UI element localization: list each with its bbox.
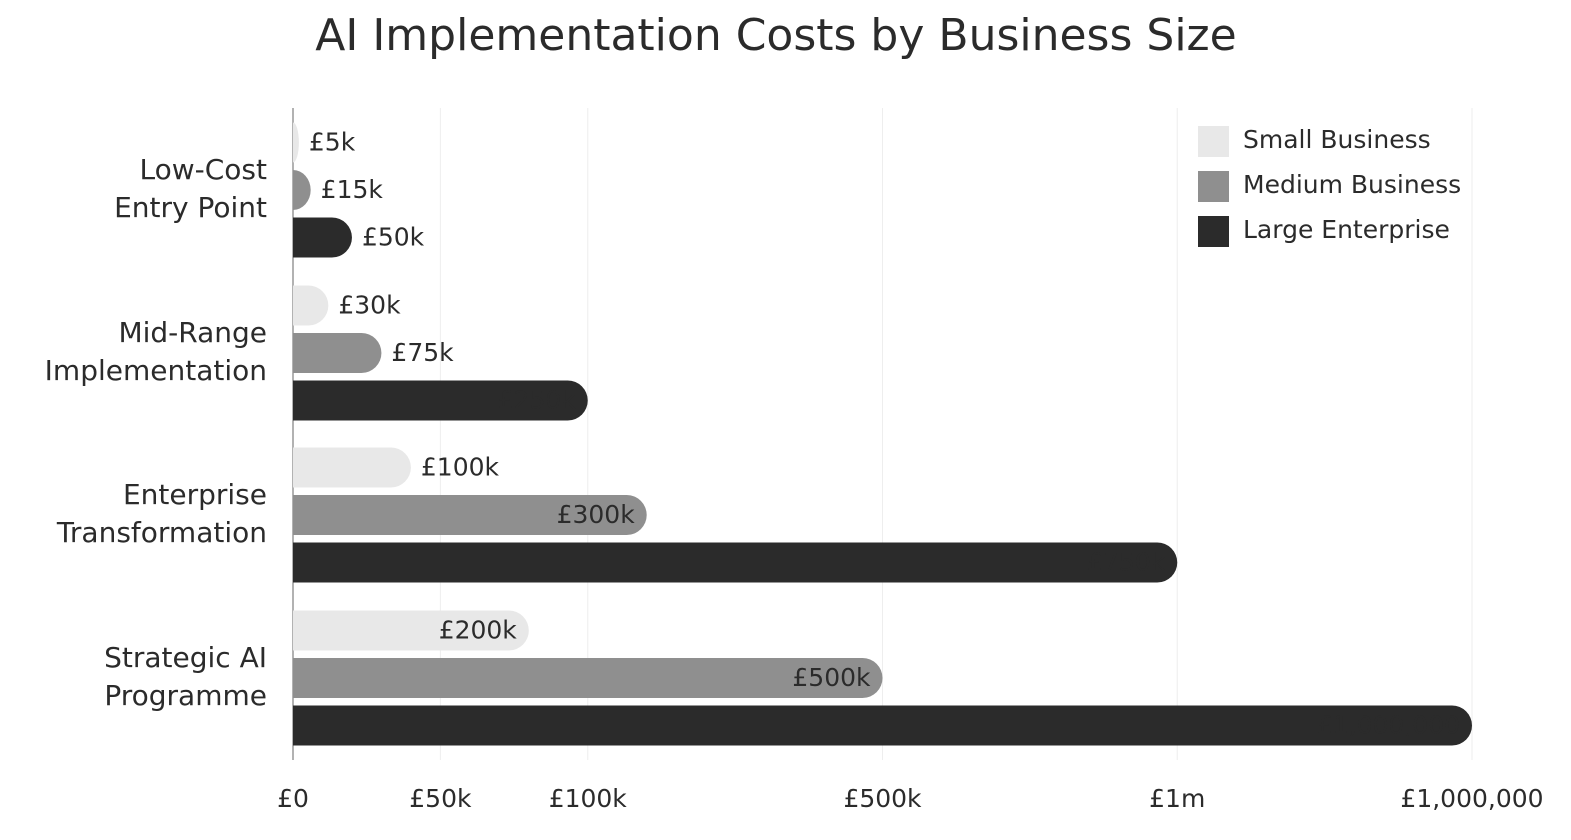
bar — [293, 705, 1472, 746]
data-label: £15k — [321, 175, 384, 204]
bar — [293, 170, 311, 210]
chart-title: AI Implementation Costs by Business Size — [315, 10, 1236, 61]
x-tick-label: £1,000,000 — [1400, 784, 1543, 813]
bar — [293, 285, 329, 326]
bar — [293, 217, 352, 258]
data-label: £500k — [792, 663, 871, 692]
data-label: £50k — [362, 223, 425, 252]
x-tick-label: £1m — [1149, 784, 1205, 813]
data-label: £750k — [1087, 548, 1166, 577]
bar — [293, 333, 382, 373]
legend-swatch — [1198, 126, 1229, 157]
x-tick-label: £50k — [409, 784, 472, 813]
x-tick-label: £0 — [277, 784, 309, 813]
legend-label: Large Enterprise — [1243, 215, 1450, 244]
data-label: £75k — [391, 338, 454, 367]
bar — [293, 658, 883, 698]
y-tick-label: Strategic AI Programme — [95, 641, 267, 712]
bar — [293, 610, 529, 651]
y-tick-label: Mid-Range Implementation — [36, 316, 267, 387]
data-label: £250k — [498, 386, 577, 415]
data-label: £300k — [557, 500, 636, 529]
data-label: £1,000,000 — [1317, 711, 1460, 740]
data-label: £30k — [338, 291, 401, 320]
legend-label: Medium Business — [1243, 170, 1461, 199]
bar — [293, 447, 411, 488]
data-label: £100k — [421, 453, 500, 482]
data-label: £200k — [439, 616, 518, 645]
legend-label: Small Business — [1243, 125, 1431, 154]
data-label: £5k — [309, 128, 356, 157]
legend-swatch — [1198, 171, 1229, 202]
legend-swatch — [1198, 216, 1229, 247]
bar — [293, 380, 588, 421]
bar — [293, 122, 299, 163]
x-tick-label: £500k — [843, 784, 922, 813]
bar — [293, 495, 647, 535]
bar — [293, 542, 1178, 583]
y-tick-label: Enterprise Transformation — [48, 478, 267, 549]
y-tick-label: Low-Cost Entry Point — [105, 153, 267, 224]
x-tick-label: £100k — [549, 784, 628, 813]
